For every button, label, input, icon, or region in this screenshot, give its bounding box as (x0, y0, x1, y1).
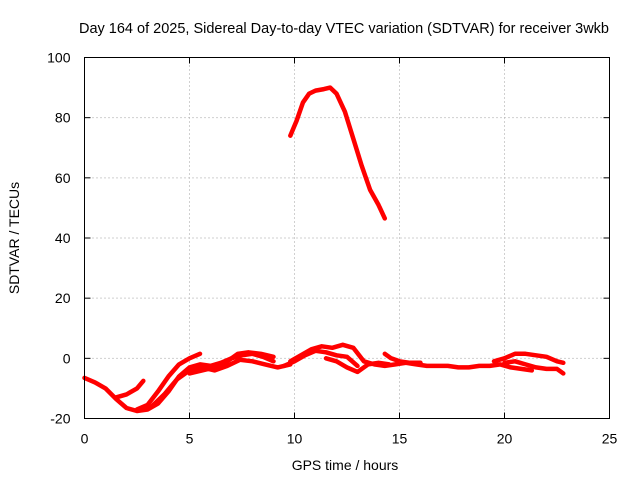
series-line-track-3 (134, 351, 203, 412)
y-tick-label: 40 (55, 230, 71, 246)
series-line-track-12 (288, 85, 388, 221)
y-axis-label: SDTVAR / TECUs (6, 182, 22, 294)
x-tick-label: 0 (81, 431, 89, 447)
x-tick-label: 15 (392, 431, 408, 447)
y-tick-label: 0 (63, 350, 71, 366)
y-tick-label: 20 (55, 290, 71, 306)
y-tick-label: 100 (47, 50, 71, 66)
axis-ticks: 0 5 10 15 20 25 -20 0 20 40 60 80 100 (47, 50, 617, 447)
x-tick-label: 25 (602, 431, 618, 447)
series-line-track-10 (491, 351, 566, 366)
series-line-track-8 (323, 356, 392, 375)
y-tick-label: -20 (50, 411, 70, 427)
series-line-track-2 (113, 378, 146, 400)
data-series-group (82, 85, 566, 414)
series-line-track-11 (502, 359, 566, 376)
y-tick-label: 80 (55, 110, 71, 126)
x-tick-label: 20 (497, 431, 513, 447)
series-line-track-5 (187, 350, 276, 376)
x-tick-label: 10 (287, 431, 303, 447)
series-line-track-9 (382, 351, 423, 366)
y-tick-label: 60 (55, 170, 71, 186)
x-axis-label: GPS time / hours (292, 457, 399, 473)
series-line-track-4 (149, 357, 293, 409)
x-tick-label: 5 (186, 431, 194, 447)
chart-title: Day 164 of 2025, Sidereal Day-to-day VTE… (79, 21, 609, 37)
